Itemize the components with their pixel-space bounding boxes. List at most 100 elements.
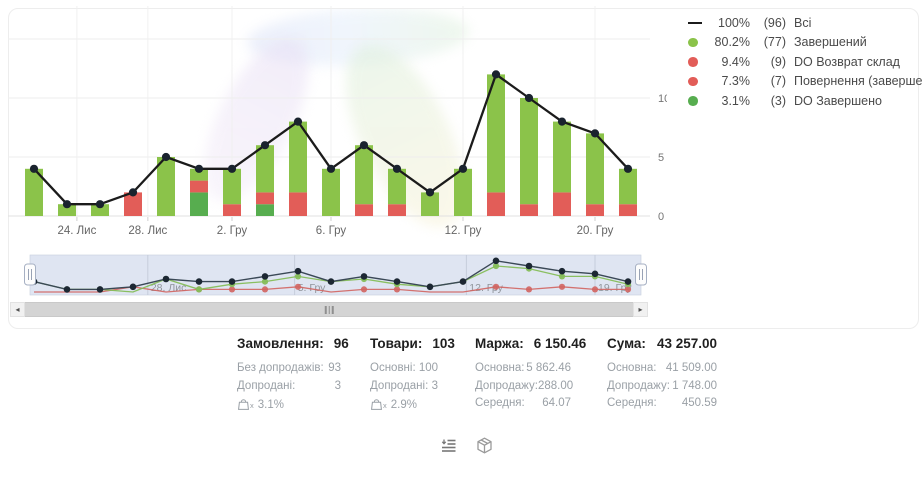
bar-segment <box>487 74 505 193</box>
legend-count: (9) <box>770 54 786 69</box>
bar-segment <box>421 192 439 216</box>
total-line-dots <box>29 70 633 209</box>
minimap-left-handle[interactable] <box>24 263 36 286</box>
bar-segment <box>586 204 604 216</box>
svg-text:28. Лис: 28. Лис <box>128 225 167 237</box>
scroll-right-button[interactable]: ▸ <box>633 302 648 317</box>
basket-x-icon <box>237 398 250 411</box>
bar-segment <box>520 204 538 216</box>
legend-dot-marker <box>688 57 698 67</box>
bar-segment <box>58 204 76 216</box>
bar-segment <box>553 192 571 216</box>
chart-minimap[interactable]: 28. Лис 5. Гру 12. Гру 19. Гру <box>2 251 650 301</box>
scroll-left-button[interactable]: ◂ <box>10 302 25 317</box>
bar-segment <box>619 168 637 205</box>
scrollbar-track[interactable] <box>25 302 633 317</box>
scrollbar-grip[interactable] <box>324 306 334 314</box>
bar-segment <box>355 204 373 216</box>
stat-column-0: Замовлення: 96 Без допродажів: 93 Допродані:… <box>237 336 349 411</box>
svg-text:0: 0 <box>658 211 664 223</box>
bar-segment <box>190 192 208 216</box>
bar-segment <box>487 192 505 216</box>
legend-item-0[interactable]: 100% (96) Всі <box>688 13 916 33</box>
stat-row: Основна: 41 509.00 <box>607 362 717 374</box>
stat-title: Маржа: 6 150.46 <box>475 336 587 351</box>
stat-column-1: Товари: 103 Основні: 100 Допродані: 3 x 2.9% <box>370 336 455 411</box>
svg-text:19. Гру: 19. Гру <box>598 282 632 294</box>
bar-segment <box>289 192 307 216</box>
stat-row: Допродані: 3 <box>237 379 341 392</box>
legend-count: (3) <box>770 93 786 108</box>
stacked-bars <box>25 74 637 216</box>
upsell-rate: x 3.1% <box>237 398 341 411</box>
view-toolbar <box>438 436 494 456</box>
svg-text:10: 10 <box>658 93 667 105</box>
svg-text:2. Гру: 2. Гру <box>217 225 248 237</box>
upsell-rate: x 2.9% <box>370 398 438 411</box>
stat-row: Основні: 100 <box>370 362 438 374</box>
bar-segment <box>25 168 43 216</box>
basket-x-icon <box>370 398 383 411</box>
svg-text:6. Гру: 6. Гру <box>316 225 347 237</box>
stat-row: Допродажу: 1 748.00 <box>607 379 717 392</box>
stat-row: Середня: 64.07 <box>475 397 571 409</box>
stat-row: Допродані: 3 <box>370 379 438 392</box>
legend-percent: 9.4% <box>721 54 751 69</box>
package-view-icon[interactable] <box>474 436 494 456</box>
minimap-total-dots <box>30 257 632 293</box>
legend-label: Всі <box>794 15 812 30</box>
legend-count: (96) <box>763 15 786 30</box>
basket-x-subscript: x <box>250 401 254 410</box>
bar-segment <box>256 204 274 216</box>
bar-segment <box>91 204 109 216</box>
bar-segment <box>388 168 406 205</box>
y-axis-labels: 0 5 10 <box>658 93 667 223</box>
legend-item-2[interactable]: 9.4% (9) DO Возврат склад <box>688 52 916 72</box>
legend-label: DO Возврат склад <box>794 54 900 69</box>
legend-percent: 100% <box>718 15 750 30</box>
bar-segment <box>355 145 373 205</box>
legend-count: (77) <box>763 35 786 50</box>
stat-row: Без допродажів: 93 <box>237 362 341 374</box>
stat-column-2: Маржа: 6 150.46 Основна: 5 862.46 Допродажу:… <box>475 336 587 413</box>
orders-stacked-bar-chart: 0 5 10 24. Лис 28. Лис 2. Гру 6. Гру 12. Гру 20.… <box>8 6 667 237</box>
stat-column-3: Сума: 43 257.00 Основна: 41 509.00 Допродажу… <box>607 336 717 413</box>
basket-x-subscript: x <box>383 401 387 410</box>
legend-dot-marker <box>688 76 698 86</box>
bar-segment <box>256 192 274 205</box>
legend-dot-marker <box>688 96 698 106</box>
list-view-icon[interactable] <box>438 436 458 456</box>
svg-text:24. Лис: 24. Лис <box>57 225 96 237</box>
bar-segment <box>223 204 241 216</box>
legend-percent: 7.3% <box>721 74 751 89</box>
chart-scrollbar[interactable]: ◂ ▸ <box>10 302 648 317</box>
chart-legend: 100% (96) Всі 80.2% (77) Завершений 9.4% (9) DO … <box>688 13 923 111</box>
svg-text:5: 5 <box>658 152 664 164</box>
bar-segment <box>223 168 241 205</box>
bar-segment <box>520 98 538 205</box>
legend-item-4[interactable]: 3.1% (3) DO Завершено <box>688 91 916 111</box>
legend-label: Повернення (завершений) <box>794 74 923 89</box>
legend-count: (7) <box>770 74 786 89</box>
bar-segment <box>619 204 637 216</box>
bar-segment <box>124 192 142 216</box>
legend-line-marker <box>688 21 702 24</box>
bar-segment <box>322 168 340 216</box>
bar-segment <box>289 121 307 193</box>
bar-segment <box>190 180 208 193</box>
stat-row: Допродажу: 288.00 <box>475 379 574 392</box>
svg-text:12. Гру: 12. Гру <box>445 225 482 237</box>
x-axis-labels: 24. Лис 28. Лис 2. Гру 6. Гру 12. Гру 20. Гру <box>57 217 614 237</box>
upsell-rate-value: 3.1% <box>257 399 284 411</box>
bar-segment <box>190 168 208 181</box>
svg-text:5. Гру: 5. Гру <box>298 282 326 294</box>
stat-row: Середня: 450.59 <box>607 397 717 409</box>
legend-label: Завершений <box>794 35 867 50</box>
stat-title: Товари: 103 <box>370 336 455 351</box>
bar-segment <box>157 157 175 216</box>
legend-percent: 80.2% <box>714 35 750 50</box>
legend-item-3[interactable]: 7.3% (7) Повернення (завершений) <box>688 72 923 92</box>
minimap-right-handle[interactable] <box>635 263 647 286</box>
legend-percent: 3.1% <box>721 93 751 108</box>
legend-item-1[interactable]: 80.2% (77) Завершений <box>688 33 916 53</box>
